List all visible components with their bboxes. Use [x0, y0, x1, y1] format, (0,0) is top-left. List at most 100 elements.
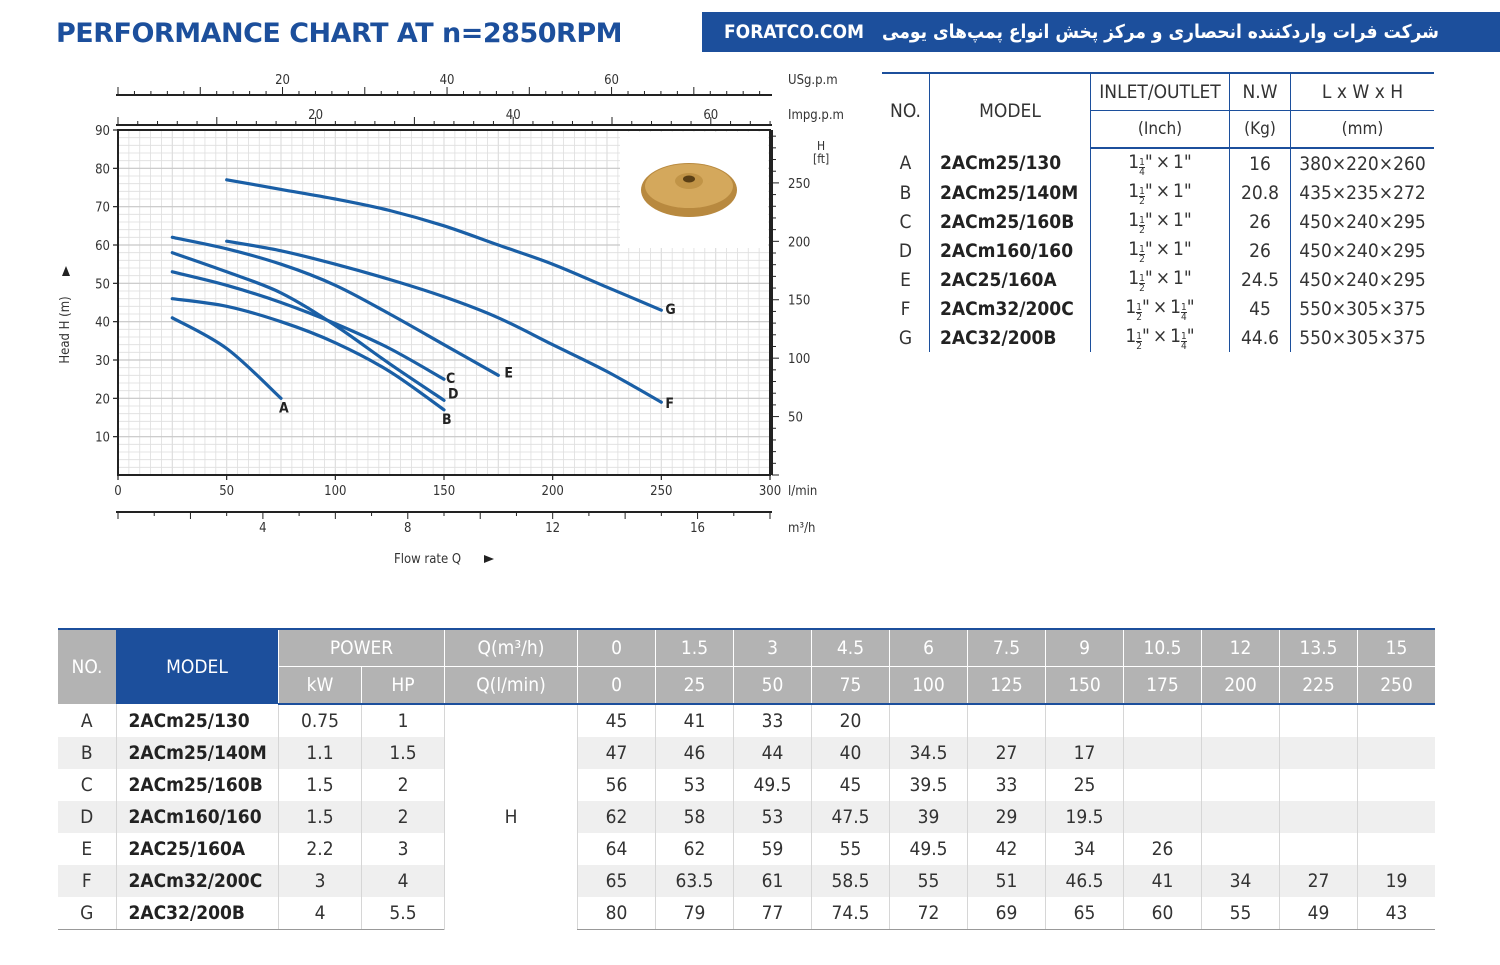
perf-no: G	[58, 897, 116, 930]
spec-no: F	[900, 297, 911, 320]
perf-head-value: 69	[967, 897, 1046, 930]
perf-head-value: 55	[1201, 897, 1280, 930]
perf-head-value	[1357, 737, 1435, 769]
perf-header-q-m3h: Q(m³/h)	[444, 628, 578, 667]
banner-site[interactable]: FORATCO.COM	[724, 21, 865, 43]
perf-model: 2AC32/200B	[115, 897, 279, 930]
impeller-bore-icon	[683, 175, 695, 183]
perf-head-value	[1123, 769, 1202, 801]
q-lmin-cell: 75	[811, 666, 890, 705]
perf-row: C 2ACm25/160B 1.5 2 56 53 49.5 45 39.5 33 25	[58, 769, 1435, 801]
inlet-whole: 1	[1128, 208, 1140, 231]
perf-hp: 2	[361, 769, 445, 801]
impgpm-tick-label: 40	[506, 108, 521, 123]
impgpm-tick-label: 20	[308, 108, 323, 123]
m3h-unit-label: m³/h	[788, 521, 815, 536]
spec-model: 2ACm25/140M	[929, 178, 1091, 207]
y-tick-label: 20	[95, 392, 110, 407]
curve-label-f: F	[665, 396, 674, 412]
q-m3h-cell: 6	[889, 628, 968, 667]
inlet-num: 1	[1139, 243, 1145, 255]
perf-hp: 1.5	[361, 737, 445, 769]
perf-head-value	[1357, 833, 1435, 865]
ft-tick-label: 50	[788, 411, 803, 426]
spec-inlet-outlet: 1 1 2 " × 1"	[1090, 265, 1230, 294]
curve-label-c: C	[446, 371, 455, 387]
perf-hp: 4	[361, 865, 445, 897]
spec-inlet-outlet: 1 1 4 " × 1"	[1090, 148, 1230, 178]
x-tick-label: 250	[650, 484, 672, 499]
outlet-size: 1"	[1173, 237, 1192, 260]
perf-head-value: 20	[811, 704, 890, 737]
spec-nw: 26	[1229, 207, 1291, 236]
perf-hp: 2	[361, 801, 445, 833]
perf-head-value	[1279, 737, 1358, 769]
outlet-size: 1"	[1173, 179, 1192, 202]
perf-no: D	[58, 801, 116, 833]
q-m3h-cell: 0	[577, 628, 656, 667]
x-tick-label: 200	[542, 484, 564, 499]
inlet-whole: 1	[1125, 324, 1137, 347]
perf-head-value	[1201, 769, 1280, 801]
inlet-num: 1	[1136, 330, 1142, 342]
q-m3h-cell: 1.5	[655, 628, 734, 667]
q-lmin-cell: 0	[577, 666, 656, 705]
perf-hp: 1	[361, 704, 445, 737]
perf-model: 2ACm25/130	[115, 704, 279, 737]
times-sign: ×	[1152, 324, 1168, 347]
perf-row: D 2ACm160/160 1.5 2 62 58 53 47.5 39 29 19.5	[58, 801, 1435, 833]
perf-header-q-lmin: Q(l/min)	[444, 666, 578, 705]
inlet-num: 1	[1139, 214, 1145, 226]
company-banner: FORATCO.COM شرکت فرات واردکننده انحصاری …	[702, 12, 1500, 52]
perf-head-value	[1201, 737, 1280, 769]
curve-b	[170, 297, 446, 412]
perf-head-value: 56	[577, 769, 656, 801]
perf-header-hp: HP	[361, 666, 445, 705]
spec-no: D	[898, 239, 913, 262]
perf-head-value: 29	[967, 801, 1046, 833]
perf-head-value: 41	[655, 704, 734, 737]
outlet-den: 4	[1181, 311, 1187, 323]
perf-head-value	[1201, 704, 1280, 737]
spec-model: 2AC25/160A	[929, 265, 1091, 294]
perf-head-value: 40	[811, 737, 890, 769]
spec-dim: 550×305×375	[1290, 294, 1434, 323]
spec-dim: 550×305×375	[1290, 323, 1434, 352]
inlet-whole: 1	[1128, 179, 1140, 202]
ft-tick-label: 100	[788, 352, 810, 367]
spec-nw: 26	[1229, 236, 1291, 265]
perf-head-value: 72	[889, 897, 968, 930]
perf-head-value: 49.5	[733, 769, 812, 801]
perf-head-value: 49	[1279, 897, 1358, 930]
spec-no: A	[899, 152, 912, 174]
spec-model: 2ACm160/160	[929, 236, 1091, 265]
spec-row: F 2ACm32/200C 1 1 2 " × 1 1 4 " 45 550×305×375	[882, 294, 1434, 323]
page-title: PERFORMANCE CHART AT n=2850RPM	[56, 18, 623, 49]
inlet-whole: 1	[1128, 237, 1140, 260]
perf-kw: 2.2	[278, 833, 362, 865]
q-lmin-cell: 125	[967, 666, 1046, 705]
spec-header-nw: N.W	[1229, 72, 1291, 111]
perf-kw: 1.5	[278, 769, 362, 801]
ft-tick-label: 200	[788, 235, 810, 250]
y-tick-label: 90	[95, 124, 110, 139]
spec-table: NO. MODEL INLET/OUTLET N.W L x W x H (In…	[882, 72, 1434, 352]
q-m3h-cell: 4.5	[811, 628, 890, 667]
perf-head-value: 45	[811, 769, 890, 801]
q-lmin-cell: 225	[1279, 666, 1358, 705]
perf-head-value: 33	[967, 769, 1046, 801]
inlet-whole: 1	[1125, 295, 1137, 318]
q-lmin-cell: 50	[733, 666, 812, 705]
spec-dim: 450×240×295	[1290, 236, 1434, 265]
curve-d	[170, 251, 446, 402]
inlet-den: 2	[1136, 340, 1142, 352]
perf-head-value	[967, 704, 1046, 737]
outlet-whole: 1	[1170, 324, 1182, 347]
perf-head-value: 61	[733, 865, 812, 897]
perf-model: 2ACm32/200C	[115, 865, 279, 897]
inlet-den: 2	[1139, 253, 1145, 265]
times-sign: ×	[1155, 179, 1171, 202]
outlet-den: 4	[1181, 340, 1187, 352]
